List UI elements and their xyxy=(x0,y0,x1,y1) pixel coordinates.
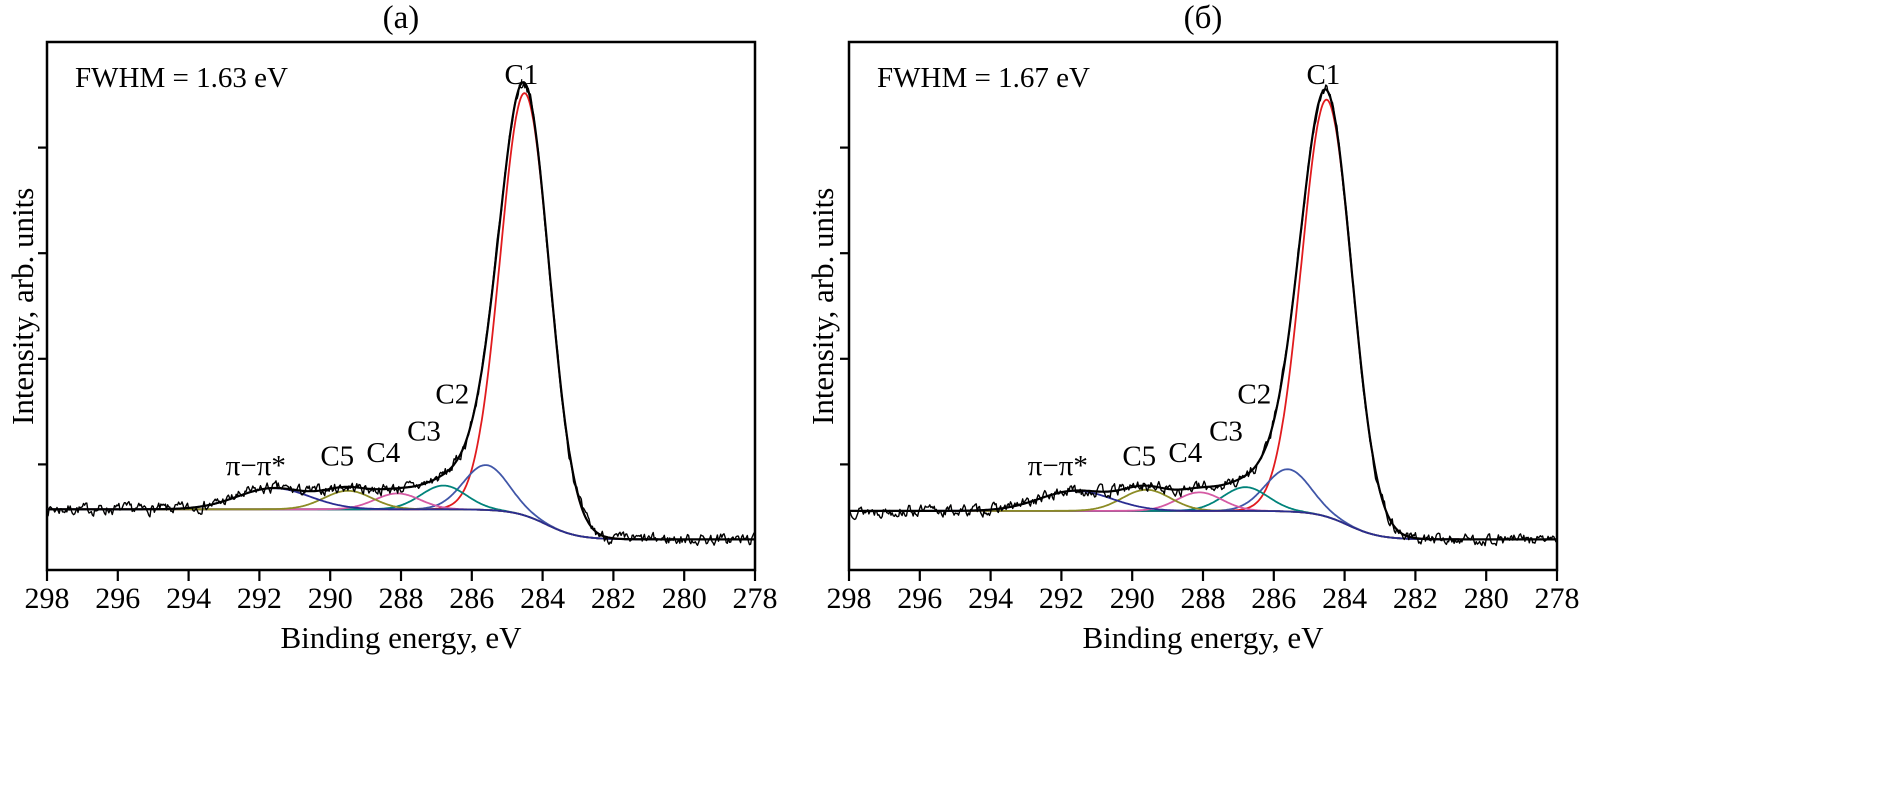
x-tick-label: 280 xyxy=(662,582,707,615)
x-tick-label: 282 xyxy=(591,582,636,615)
fit-component-c4 xyxy=(47,492,755,541)
peak-label-c1: C1 xyxy=(1306,59,1340,91)
x-tick-label: 284 xyxy=(1322,582,1367,615)
peak-label-c4: C4 xyxy=(366,437,400,469)
panel-b-plot: 298 296 294 292 290 288 286 284 282 280 278C1C2C3C… xyxy=(827,40,1580,615)
baseline xyxy=(47,508,755,541)
plot-frame xyxy=(847,40,1559,572)
fit-component-c1 xyxy=(849,98,1557,541)
panel-a-title: (а) xyxy=(382,0,420,36)
fit-envelope xyxy=(849,88,1557,541)
fit-component-c5 xyxy=(849,488,1557,541)
panel-b-title: (б) xyxy=(1183,0,1223,36)
x-tick-label: 288 xyxy=(379,582,424,615)
x-tick-label: 280 xyxy=(1464,582,1509,615)
fit-component-pi-pi-star xyxy=(47,487,755,541)
peak-label-c3: C3 xyxy=(407,416,441,448)
x-tick-label: 284 xyxy=(520,582,565,615)
x-tick-label: 298 xyxy=(25,582,70,615)
peak-label-c5: C5 xyxy=(1122,440,1156,472)
baseline xyxy=(849,510,1557,541)
x-tick-label: 294 xyxy=(166,582,211,615)
x-tick-label: 290 xyxy=(1110,582,1155,615)
experimental-spectrum xyxy=(46,81,756,546)
panel-b: (б) Intensity, arb. units FWHM = 1.67 eV… xyxy=(800,0,1881,795)
panel-a: (а) Intensity, arb. units FWHM = 1.63 eV… xyxy=(0,0,800,795)
peak-label-c5: C5 xyxy=(320,440,354,472)
peak-label-pi-pi-star: π−π* xyxy=(1028,450,1088,482)
fit-component-c4 xyxy=(849,491,1557,541)
x-tick-label: 282 xyxy=(1393,582,1438,615)
x-tick-label: 298 xyxy=(827,582,872,615)
x-tick-label: 292 xyxy=(1039,582,1084,615)
peak-label-pi-pi-star: π−π* xyxy=(226,450,286,482)
experimental-spectrum xyxy=(848,84,1558,547)
panel-a-fwhm-annotation: FWHM = 1.63 eV xyxy=(75,62,288,94)
x-tick-label: 286 xyxy=(1251,582,1296,615)
x-tick-label: 278 xyxy=(1535,582,1580,615)
peak-label-c3: C3 xyxy=(1209,416,1243,448)
fit-component-c2 xyxy=(47,464,755,541)
fit-component-c2 xyxy=(849,468,1557,541)
peak-label-c1: C1 xyxy=(504,59,538,91)
x-tick-label: 286 xyxy=(449,582,494,615)
peak-label-c2: C2 xyxy=(1237,379,1271,411)
panel-b-fwhm-annotation: FWHM = 1.67 eV xyxy=(877,62,1090,94)
x-tick-label: 288 xyxy=(1181,582,1226,615)
peak-label-c2: C2 xyxy=(435,379,469,411)
fit-component-c1 xyxy=(47,92,755,541)
x-tick-label: 294 xyxy=(968,582,1013,615)
panel-b-x-axis-label: Binding energy, eV xyxy=(1082,620,1324,655)
panel-a-x-axis-label: Binding energy, eV xyxy=(280,620,522,655)
x-tick-label: 296 xyxy=(897,582,942,615)
x-tick-label: 292 xyxy=(237,582,282,615)
x-tick-label: 296 xyxy=(95,582,140,615)
peak-label-c4: C4 xyxy=(1168,437,1202,469)
fit-envelope xyxy=(47,81,755,541)
x-tick-label: 290 xyxy=(308,582,353,615)
x-tick-label: 278 xyxy=(733,582,778,615)
panel-a-plot: 298 296 294 292 290 288 286 284 282 280 278C1C2C3C… xyxy=(25,40,778,615)
fit-component-c5 xyxy=(47,489,755,541)
fit-component-pi-pi-star xyxy=(849,489,1557,541)
